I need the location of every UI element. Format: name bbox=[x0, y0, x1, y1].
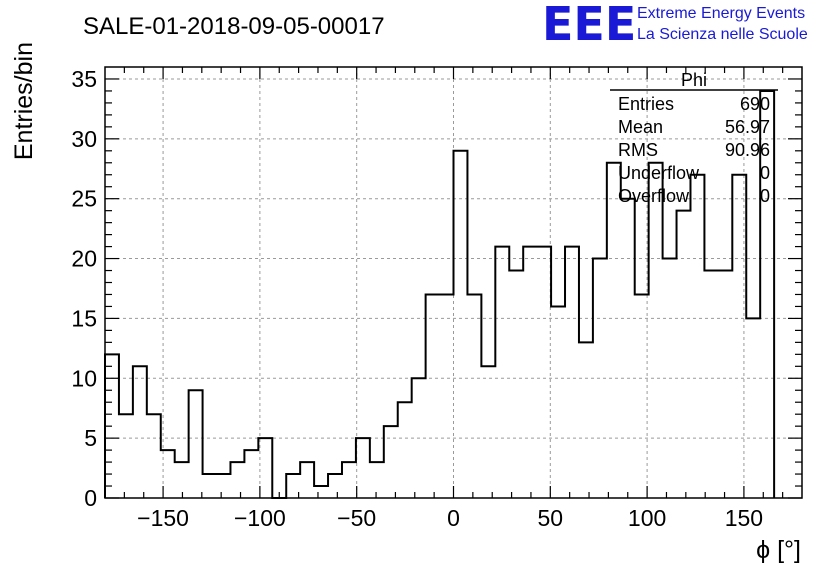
histogram-bin bbox=[495, 247, 509, 498]
histogram-bin bbox=[230, 462, 244, 498]
x-tick-label: 0 bbox=[447, 505, 460, 531]
stats-value: 690 bbox=[740, 94, 770, 114]
y-tick-labels: 0 5 10 15 20 25 30 35 bbox=[71, 66, 97, 511]
stats-rows: Entries 690 Mean 56.97 RMS 90.96 Underflow 0 Ove… bbox=[618, 94, 770, 206]
stats-label: Underflow bbox=[618, 163, 700, 183]
histogram-bin bbox=[607, 163, 621, 498]
histogram-bin bbox=[537, 247, 551, 498]
stats-label: RMS bbox=[618, 140, 658, 160]
stats-value: 0 bbox=[760, 163, 770, 183]
histogram-bin bbox=[426, 294, 440, 498]
axis-ticks bbox=[105, 67, 802, 499]
x-tick-label: 150 bbox=[725, 505, 763, 531]
histogram-bin bbox=[300, 462, 314, 498]
stats-label: Mean bbox=[618, 117, 663, 137]
histogram-bin bbox=[189, 390, 203, 498]
x-tick-label: −100 bbox=[234, 505, 286, 531]
histogram-bin bbox=[440, 294, 454, 498]
x-tick-label: −50 bbox=[337, 505, 376, 531]
y-tick-label: 15 bbox=[71, 305, 97, 331]
histogram-bin bbox=[384, 426, 398, 498]
histogram-bin bbox=[119, 414, 133, 498]
y-tick-label: 25 bbox=[71, 186, 97, 212]
histogram-bin bbox=[328, 474, 342, 498]
y-tick-label: 10 bbox=[71, 365, 97, 391]
histogram-bin bbox=[175, 462, 189, 498]
histogram-bin bbox=[133, 366, 147, 498]
stats-value: 90.96 bbox=[725, 140, 770, 160]
histogram-bin bbox=[523, 247, 537, 498]
histogram-bin bbox=[370, 462, 384, 498]
stats-label: Entries bbox=[618, 94, 674, 114]
x-axis-title: ϕ [°] bbox=[756, 536, 801, 564]
x-tick-labels: −150 −100 −50 0 50 100 150 bbox=[137, 505, 763, 531]
histogram-bin bbox=[677, 211, 691, 498]
x-tick-label: −150 bbox=[137, 505, 189, 531]
histogram-bin bbox=[147, 414, 161, 498]
y-tick-label: 35 bbox=[71, 66, 97, 92]
histogram-bin bbox=[217, 474, 231, 498]
stats-value: 56.97 bbox=[725, 117, 770, 137]
logo-line-2: La Scienza nelle Scuole bbox=[637, 26, 808, 43]
histogram-bin bbox=[690, 175, 704, 498]
histogram-bin bbox=[704, 271, 718, 498]
histogram-bin bbox=[621, 199, 635, 498]
histogram-bin bbox=[718, 271, 732, 498]
stats-label: Overflow bbox=[618, 186, 690, 206]
logo-mark: EEE bbox=[542, 0, 636, 51]
histogram-bin bbox=[203, 474, 217, 498]
logo-line-1: Extreme Energy Events bbox=[637, 5, 805, 22]
y-tick-label: 30 bbox=[71, 126, 97, 152]
x-tick-label: 50 bbox=[538, 505, 564, 531]
histogram-bin bbox=[565, 247, 579, 498]
histogram-bin bbox=[579, 342, 593, 498]
y-tick-label: 5 bbox=[84, 425, 97, 451]
histogram-bin bbox=[467, 294, 481, 498]
histogram-bin bbox=[342, 462, 356, 498]
stats-value: 0 bbox=[760, 186, 770, 206]
x-tick-label: 100 bbox=[628, 505, 666, 531]
stats-box: Phi Entries 690 Mean 56.97 RMS 90.96 Underflow… bbox=[610, 70, 778, 206]
histogram-bin bbox=[551, 306, 565, 498]
histogram-bin bbox=[244, 450, 258, 498]
y-tick-label: 20 bbox=[71, 246, 97, 272]
chart-title: SALE-01-2018-09-05-00017 bbox=[83, 13, 385, 40]
histogram-bin bbox=[314, 486, 328, 498]
histogram-bin bbox=[746, 318, 760, 498]
histogram-bin bbox=[398, 402, 412, 498]
histogram-outline bbox=[104, 89, 776, 499]
histogram-bin bbox=[635, 294, 649, 498]
eee-logo: EEE Extreme Energy Events La Scienza nel… bbox=[542, 0, 808, 51]
y-axis-title: Entries/bin bbox=[10, 42, 38, 160]
histogram-bin bbox=[509, 271, 523, 498]
stats-box-title: Phi bbox=[681, 70, 707, 90]
histogram-bin bbox=[356, 438, 370, 498]
y-tick-label: 0 bbox=[84, 485, 97, 511]
histogram-bin bbox=[481, 366, 495, 498]
histogram-bin bbox=[454, 151, 468, 498]
histogram-bin bbox=[649, 163, 663, 498]
